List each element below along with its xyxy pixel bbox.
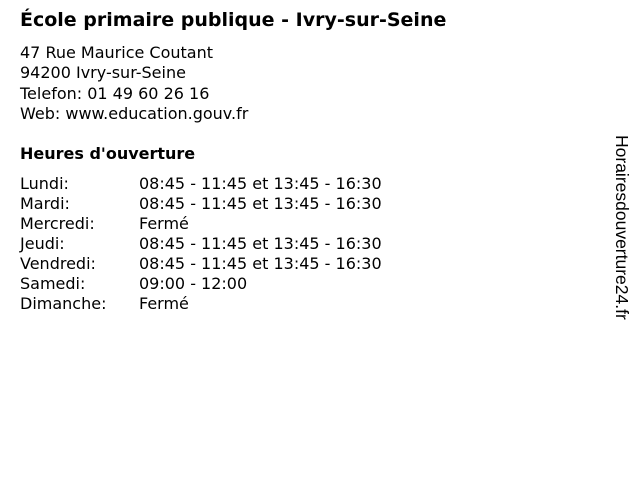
hours-row: Vendredi: 08:45 - 11:45 et 13:45 - 16:30 [20, 254, 382, 274]
opening-hours-table: Lundi: 08:45 - 11:45 et 13:45 - 16:30 Mar… [20, 174, 382, 314]
page-title: École primaire publique - Ivry-sur-Seine [20, 9, 447, 31]
day-hours: 08:45 - 11:45 et 13:45 - 16:30 [139, 194, 382, 213]
day-label: Vendredi: [20, 254, 96, 273]
site-watermark: Horairesdouverture24.fr [612, 135, 632, 320]
hours-row: Mercredi: Fermé [20, 214, 382, 234]
day-hours: 08:45 - 11:45 et 13:45 - 16:30 [139, 234, 382, 253]
website: Web: www.education.gouv.fr [20, 103, 249, 123]
day-label: Samedi: [20, 274, 86, 293]
city: 94200 Ivry-sur-Seine [20, 63, 186, 83]
day-label: Lundi: [20, 174, 69, 193]
day-hours: Fermé [139, 214, 189, 233]
day-hours: 08:45 - 11:45 et 13:45 - 16:30 [139, 254, 382, 273]
hours-row: Samedi: 09:00 - 12:00 [20, 274, 382, 294]
day-label: Mardi: [20, 194, 70, 213]
day-hours: 08:45 - 11:45 et 13:45 - 16:30 [139, 174, 382, 193]
hours-row: Mardi: 08:45 - 11:45 et 13:45 - 16:30 [20, 194, 382, 214]
hours-row: Dimanche: Fermé [20, 294, 382, 314]
hours-heading: Heures d'ouverture [20, 144, 196, 163]
day-label: Jeudi: [20, 234, 65, 253]
address-block: 47 Rue Maurice Coutant 94200 Ivry-sur-Se… [20, 43, 248, 124]
street: 47 Rue Maurice Coutant [20, 43, 214, 62]
day-hours: 09:00 - 12:00 [139, 274, 248, 293]
day-hours: Fermé [139, 294, 189, 313]
hours-row: Lundi: 08:45 - 11:45 et 13:45 - 16:30 [20, 174, 382, 194]
phone: Telefon: 01 49 60 26 16 [20, 83, 210, 103]
hours-row: Jeudi: 08:45 - 11:45 et 13:45 - 16:30 [20, 234, 382, 254]
day-label: Mercredi: [20, 214, 95, 233]
day-label: Dimanche: [20, 294, 107, 313]
